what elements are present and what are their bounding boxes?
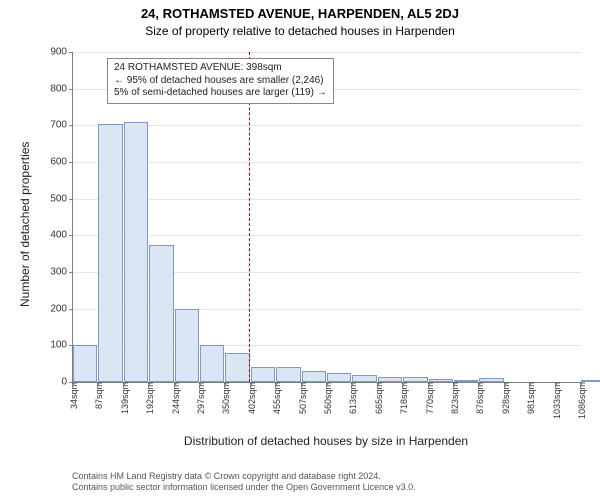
x-tick-label: 718sqm	[397, 382, 409, 414]
x-tick-mark	[403, 382, 404, 386]
chart-title: 24, ROTHAMSTED AVENUE, HARPENDEN, AL5 2D…	[0, 6, 600, 21]
histogram-bar	[149, 245, 173, 383]
x-tick-label: 34sqm	[67, 382, 79, 409]
x-tick-label: 928sqm	[499, 382, 511, 414]
histogram-bar	[225, 353, 249, 382]
callout-line: 24 ROTHAMSTED AVENUE: 398sqm	[114, 62, 327, 75]
histogram-bar	[403, 377, 427, 383]
x-tick-label: 560sqm	[321, 382, 333, 414]
y-tick-mark	[69, 162, 73, 163]
plot-area: 010020030040050060070080090034sqm87sqm13…	[72, 52, 581, 383]
x-tick-mark	[479, 382, 480, 386]
histogram-bar	[327, 373, 351, 382]
callout-line: 5% of semi-detached houses are larger (1…	[114, 87, 327, 100]
x-tick-label: 1033sqm	[550, 382, 562, 419]
histogram-bar	[175, 309, 199, 382]
x-tick-label: 507sqm	[296, 382, 308, 414]
x-tick-label: 139sqm	[118, 382, 130, 414]
y-tick-mark	[69, 272, 73, 273]
histogram-bar	[251, 367, 275, 382]
x-tick-label: 350sqm	[219, 382, 231, 414]
y-tick-mark	[69, 309, 73, 310]
x-axis-label: Distribution of detached houses by size …	[72, 434, 580, 448]
callout-box: 24 ROTHAMSTED AVENUE: 398sqm← 95% of det…	[107, 58, 334, 104]
x-tick-mark	[378, 382, 379, 386]
x-tick-label: 244sqm	[169, 382, 181, 414]
x-tick-mark	[454, 382, 455, 386]
x-tick-label: 876sqm	[473, 382, 485, 414]
y-tick-mark	[69, 89, 73, 90]
x-tick-mark	[276, 382, 277, 386]
x-tick-label: 87sqm	[92, 382, 104, 409]
x-tick-mark	[327, 382, 328, 386]
y-tick-mark	[69, 125, 73, 126]
histogram-bar	[98, 124, 122, 383]
gridline-h	[73, 162, 581, 163]
x-tick-label: 665sqm	[372, 382, 384, 414]
x-tick-mark	[352, 382, 353, 386]
footer-line-1: Contains HM Land Registry data © Crown c…	[72, 471, 416, 483]
x-tick-mark	[149, 382, 150, 386]
gridline-h	[73, 199, 581, 200]
x-tick-mark	[98, 382, 99, 386]
x-tick-mark	[124, 382, 125, 386]
footer-attribution: Contains HM Land Registry data © Crown c…	[72, 471, 416, 494]
x-tick-mark	[530, 382, 531, 386]
chart-subtitle: Size of property relative to detached ho…	[0, 24, 600, 38]
x-tick-mark	[505, 382, 506, 386]
x-tick-label: 770sqm	[423, 382, 435, 414]
gridline-h	[73, 125, 581, 126]
histogram-bar	[124, 122, 148, 382]
histogram-bar	[429, 379, 453, 382]
x-tick-label: 823sqm	[448, 382, 460, 414]
x-tick-label: 455sqm	[270, 382, 282, 414]
x-tick-label: 402sqm	[245, 382, 257, 414]
x-tick-mark	[429, 382, 430, 386]
x-tick-mark	[302, 382, 303, 386]
y-tick-mark	[69, 199, 73, 200]
x-tick-mark	[200, 382, 201, 386]
histogram-bar	[581, 380, 600, 382]
x-tick-mark	[225, 382, 226, 386]
x-tick-mark	[556, 382, 557, 386]
y-axis-label: Number of detached properties	[18, 142, 32, 307]
histogram-bar	[276, 367, 300, 382]
gridline-h	[73, 235, 581, 236]
x-tick-mark	[581, 382, 582, 386]
histogram-bar	[454, 380, 478, 382]
x-tick-label: 981sqm	[524, 382, 536, 414]
x-tick-mark	[175, 382, 176, 386]
footer-line-2: Contains public sector information licen…	[72, 482, 416, 494]
histogram-bar	[302, 371, 326, 382]
x-tick-mark	[73, 382, 74, 386]
y-tick-mark	[69, 235, 73, 236]
histogram-bar	[200, 345, 224, 382]
y-tick-mark	[69, 52, 73, 53]
histogram-bar	[378, 377, 402, 383]
x-tick-label: 297sqm	[194, 382, 206, 414]
gridline-h	[73, 52, 581, 53]
x-tick-label: 1086sqm	[575, 382, 587, 419]
histogram-bar	[73, 345, 97, 382]
x-tick-mark	[251, 382, 252, 386]
x-tick-label: 613sqm	[346, 382, 358, 414]
histogram-bar	[352, 375, 376, 382]
x-tick-label: 192sqm	[143, 382, 155, 414]
callout-line: ← 95% of detached houses are smaller (2,…	[114, 75, 327, 88]
histogram-bar	[479, 378, 503, 382]
